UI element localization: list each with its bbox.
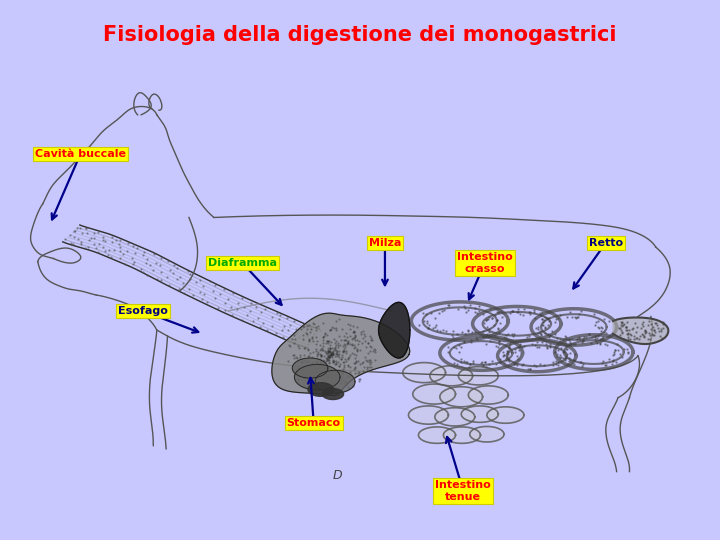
Polygon shape xyxy=(308,383,333,396)
Text: Retto: Retto xyxy=(589,238,623,247)
Polygon shape xyxy=(440,387,482,407)
Text: D: D xyxy=(333,469,342,482)
Polygon shape xyxy=(418,427,456,443)
Polygon shape xyxy=(430,366,472,386)
Polygon shape xyxy=(402,362,446,383)
Polygon shape xyxy=(469,427,504,442)
Text: Milza: Milza xyxy=(369,238,401,247)
Polygon shape xyxy=(292,358,328,378)
Text: Esofago: Esofago xyxy=(117,306,168,316)
Text: Fisiologia della digestione dei monogastrici: Fisiologia della digestione dei monogast… xyxy=(103,25,617,45)
Text: Diaframma: Diaframma xyxy=(208,258,277,268)
Polygon shape xyxy=(294,364,340,390)
Polygon shape xyxy=(435,408,474,426)
Polygon shape xyxy=(444,427,480,443)
Polygon shape xyxy=(462,406,498,422)
Text: Stomaco: Stomaco xyxy=(287,418,341,428)
Polygon shape xyxy=(272,313,410,396)
Polygon shape xyxy=(469,386,508,404)
Polygon shape xyxy=(315,370,355,393)
Polygon shape xyxy=(323,389,343,400)
Polygon shape xyxy=(379,302,410,358)
Text: Intestino
tenue: Intestino tenue xyxy=(436,481,491,502)
Polygon shape xyxy=(487,407,524,423)
Polygon shape xyxy=(408,406,449,424)
Polygon shape xyxy=(413,384,456,404)
Text: Cavità buccale: Cavità buccale xyxy=(35,148,126,159)
Polygon shape xyxy=(613,318,668,344)
Text: Intestino
crasso: Intestino crasso xyxy=(457,252,513,274)
Polygon shape xyxy=(459,367,498,385)
